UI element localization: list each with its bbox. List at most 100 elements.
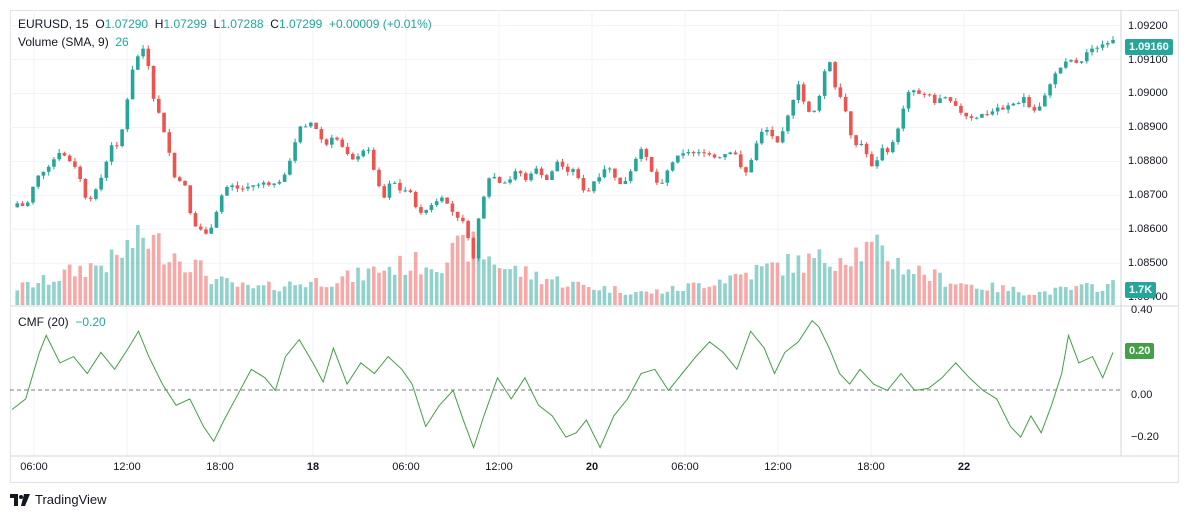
volume-bar bbox=[25, 281, 30, 305]
candle-body bbox=[571, 169, 575, 172]
candle-body bbox=[73, 161, 77, 167]
candle-body bbox=[429, 205, 434, 211]
candle-body bbox=[1022, 97, 1026, 104]
volume-bar bbox=[1069, 289, 1073, 305]
volume-bar bbox=[1100, 290, 1105, 305]
volume-bar bbox=[246, 284, 250, 305]
price-tick-label: 1.09100 bbox=[1128, 53, 1168, 66]
candle-body bbox=[392, 182, 397, 184]
candle-body bbox=[157, 98, 161, 113]
candle-body bbox=[240, 188, 245, 190]
price-tick-label: 1.09200 bbox=[1128, 19, 1168, 32]
cmf-tick-label: 0.40 bbox=[1131, 304, 1153, 316]
candle-body bbox=[586, 190, 591, 192]
volume-bar bbox=[822, 262, 827, 305]
volume-bar bbox=[20, 282, 25, 305]
volume-bar bbox=[592, 289, 596, 305]
volume-bar bbox=[1011, 286, 1016, 305]
candle-body bbox=[765, 129, 769, 132]
candle-body bbox=[476, 218, 481, 259]
volume-bar bbox=[513, 265, 518, 305]
volume-bar bbox=[969, 284, 974, 305]
candle-body bbox=[518, 171, 523, 174]
candle-body bbox=[445, 197, 449, 204]
volume-bar bbox=[681, 290, 685, 305]
candle-body bbox=[775, 136, 780, 143]
candle-body bbox=[943, 97, 948, 99]
volume-bar bbox=[801, 272, 806, 305]
volume-bar bbox=[225, 278, 229, 305]
candle-body bbox=[471, 238, 476, 259]
candle-body bbox=[1048, 84, 1052, 96]
volume-bar bbox=[565, 286, 570, 305]
volume-bar bbox=[261, 285, 266, 305]
legend-interval[interactable]: 15 bbox=[75, 17, 89, 31]
volume-bar bbox=[476, 243, 481, 305]
price-tick-label: 1.08800 bbox=[1128, 155, 1168, 168]
tradingview-logo[interactable]: TradingView bbox=[10, 492, 107, 507]
candle-body bbox=[261, 182, 266, 185]
volume-bar bbox=[434, 271, 439, 305]
volume-bar bbox=[607, 292, 612, 305]
volume-bar bbox=[440, 273, 444, 305]
volume-bar bbox=[298, 284, 303, 305]
volume-bar bbox=[980, 289, 984, 305]
candle-body bbox=[377, 169, 381, 187]
candle-body bbox=[1032, 107, 1037, 111]
candle-body bbox=[298, 126, 303, 143]
candle-body bbox=[251, 185, 255, 187]
chart-frame[interactable] bbox=[10, 10, 1179, 483]
time-tick-label: 06:00 bbox=[671, 461, 699, 473]
candle-body bbox=[1011, 103, 1016, 106]
volume-bar bbox=[377, 272, 381, 305]
volume-bar bbox=[529, 279, 533, 305]
volume-bar bbox=[398, 255, 402, 305]
volume-bar bbox=[1001, 285, 1005, 305]
candle-body bbox=[744, 167, 748, 173]
candle-body bbox=[120, 129, 124, 147]
price-tick-label: 1.08500 bbox=[1128, 257, 1168, 270]
volume-bar bbox=[628, 294, 633, 305]
cmf-legend[interactable]: CMF (20) −0.20 bbox=[18, 315, 106, 329]
candle-body bbox=[1037, 106, 1042, 111]
volume-bar bbox=[524, 266, 528, 305]
volume-bar bbox=[953, 284, 958, 305]
volume-bar bbox=[267, 281, 271, 305]
volume-bar bbox=[917, 265, 921, 305]
candle-body bbox=[324, 139, 329, 145]
volume-bar bbox=[707, 286, 712, 305]
volume-bar bbox=[906, 269, 911, 305]
candle-body bbox=[544, 175, 549, 181]
legend-symbol[interactable]: EURUSD bbox=[18, 17, 69, 31]
candle-body bbox=[948, 97, 953, 102]
volume-bar bbox=[723, 283, 727, 305]
volume-bar bbox=[497, 268, 502, 305]
volume-bar bbox=[938, 272, 942, 305]
time-tick-label: 06:00 bbox=[392, 461, 420, 473]
candle-body bbox=[849, 111, 853, 136]
volume-bar bbox=[1053, 287, 1058, 305]
volume-bar bbox=[738, 274, 743, 305]
candle-body bbox=[901, 108, 906, 129]
volume-bar bbox=[618, 292, 622, 305]
volume-bar bbox=[73, 276, 77, 305]
candle-body bbox=[141, 48, 145, 57]
candle-body bbox=[524, 173, 528, 181]
candle-body bbox=[167, 132, 172, 153]
volume-bar bbox=[974, 288, 979, 305]
candle-body bbox=[67, 155, 72, 162]
candle-body bbox=[628, 171, 633, 181]
volume-bar bbox=[356, 267, 360, 305]
volume-legend[interactable]: Volume (SMA, 9) 26 bbox=[18, 35, 129, 49]
candle-body bbox=[340, 139, 345, 147]
volume-bar bbox=[198, 260, 203, 305]
candle-body bbox=[78, 166, 82, 179]
brand-name: TradingView bbox=[35, 492, 107, 507]
candle-body bbox=[482, 196, 486, 219]
candle-body bbox=[607, 168, 612, 170]
candle-body bbox=[938, 98, 942, 104]
candle-body bbox=[964, 112, 968, 117]
volume-bar bbox=[534, 271, 539, 305]
volume-bar bbox=[686, 283, 691, 305]
